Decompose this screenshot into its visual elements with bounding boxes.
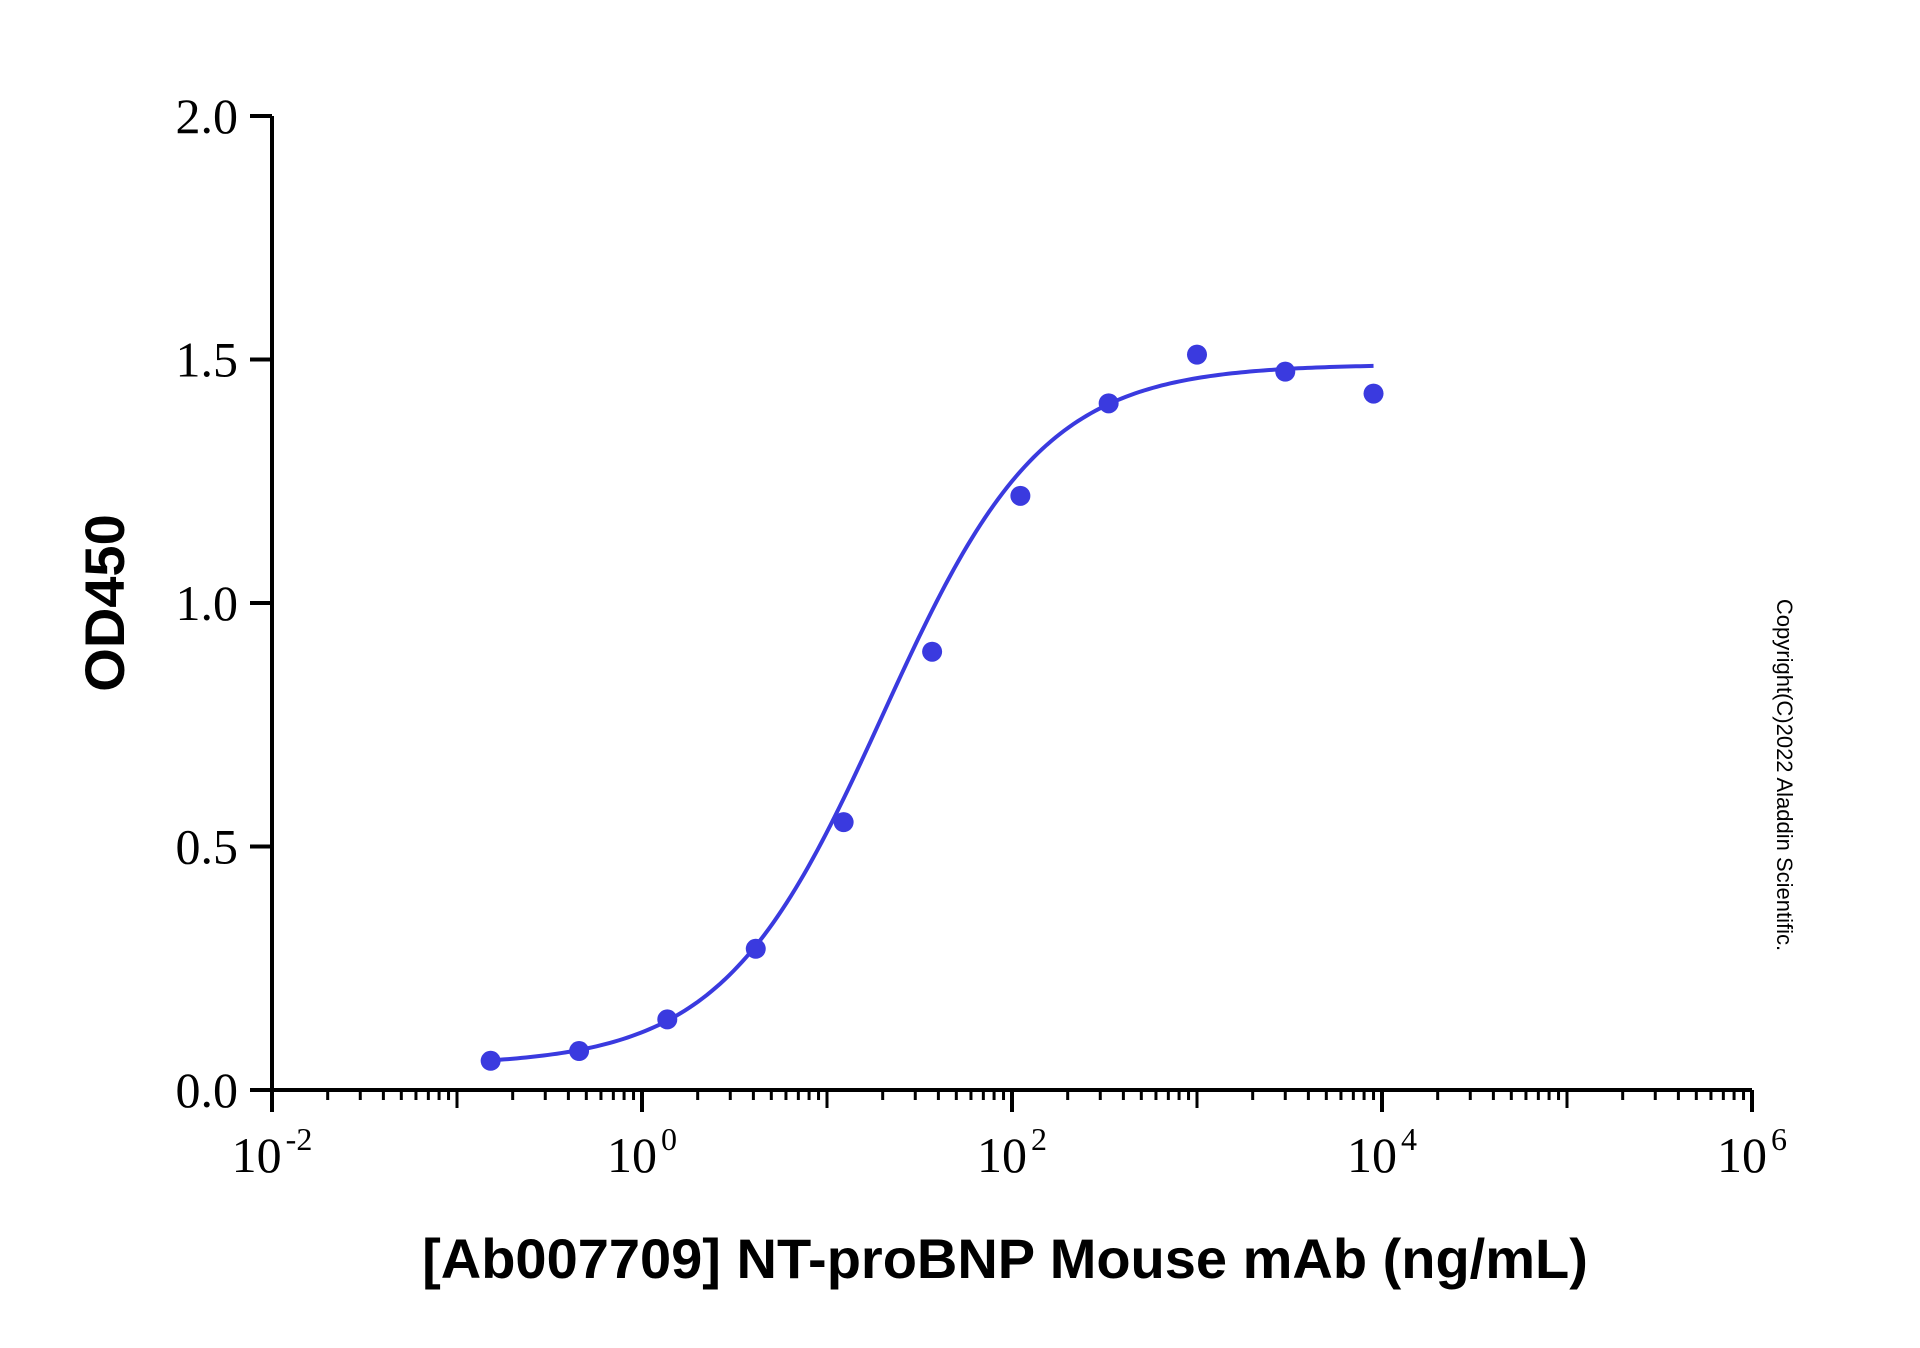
data-point xyxy=(922,641,943,662)
data-point xyxy=(569,1041,590,1062)
y-tick-label: 0.5 xyxy=(176,819,239,875)
data-point xyxy=(1187,344,1207,365)
y-tick-label: 2.0 xyxy=(176,88,239,144)
data-point xyxy=(1010,485,1031,506)
copyright-watermark: Copyright(C)2022 Aladdin Scientific. xyxy=(1772,599,1797,951)
x-tick-label: 10 2 xyxy=(977,1121,1047,1183)
x-axis-title: [Ab007709] NT-proBNP Mouse mAb (ng/mL) xyxy=(422,1227,1588,1290)
axes: 10 -2 10 0 10 2 10 4 10 6 0.0 0.5 1.0 1.5 2.0 xyxy=(176,88,1788,1183)
x-tick-label: 10 6 xyxy=(1717,1121,1787,1183)
data-point xyxy=(480,1050,501,1071)
data-point xyxy=(1363,383,1384,404)
y-ticks: 0.0 0.5 1.0 1.5 2.0 xyxy=(176,88,272,1118)
data-point xyxy=(1275,361,1296,382)
data-point xyxy=(745,938,766,959)
data-point xyxy=(657,1009,678,1030)
x-ticks: 10 -2 10 0 10 2 10 4 10 6 xyxy=(232,1090,1787,1183)
x-tick-label: 10 0 xyxy=(607,1121,677,1183)
fit-layer xyxy=(490,363,1374,1063)
fitted-curve xyxy=(490,363,1374,1063)
data-point xyxy=(833,812,854,833)
y-axis-title: OD450 xyxy=(73,514,136,691)
y-tick-label: 1.5 xyxy=(176,332,239,388)
y-tick-label: 0.0 xyxy=(176,1062,239,1118)
x-tick-label: 10 -2 xyxy=(232,1121,313,1183)
data-point xyxy=(1098,393,1119,414)
data-points xyxy=(480,344,1384,1071)
y-tick-label: 1.0 xyxy=(176,575,239,631)
x-tick-label: 10 4 xyxy=(1347,1121,1417,1183)
